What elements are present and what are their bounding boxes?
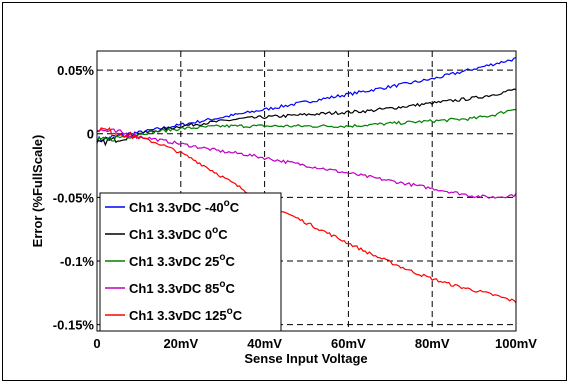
y-tick-label: 0 (87, 127, 94, 142)
series-line-125 (96, 127, 517, 304)
y-tick-label: -0.15% (53, 318, 95, 333)
x-axis-ticks: 0 20mV 40mV 60mV 80mV 100mV (93, 336, 537, 351)
legend-item: Ch1 3.3vDC 0oC (105, 225, 228, 242)
y-tick-label: -0.05% (53, 190, 95, 205)
x-tick-label: 80mV (415, 336, 450, 351)
legend-box (99, 192, 282, 332)
x-tick-label: 100mV (495, 336, 537, 351)
y-tick-label: 0.05% (57, 63, 94, 78)
x-tick-label: 0 (93, 336, 100, 351)
legend-item: Ch1 3.3vDC 85oC (105, 279, 235, 296)
plot-area-border (96, 50, 517, 332)
series-line-25 (96, 108, 516, 142)
series-line-0 (96, 88, 517, 147)
legend: Ch1 3.3vDC -40oC Ch1 3.3vDC 0oC Ch1 3.3vDC… (99, 192, 282, 332)
legend-label: Ch1 3.3vDC 85oC (129, 279, 235, 296)
legend-item: Ch1 3.3vDC 125oC (105, 306, 243, 323)
legend-label: Ch1 3.3vDC 25oC (129, 252, 235, 269)
x-tick-label: 20mV (163, 336, 198, 351)
y-axis-label: Error (%FullScale) (30, 135, 45, 248)
legend-label: Ch1 3.3vDC -40oC (129, 198, 240, 215)
legend-label: Ch1 3.3vDC 125oC (129, 306, 243, 323)
y-tick-label: -0.1% (60, 254, 94, 269)
x-axis-label: Sense Input Voltage (244, 351, 367, 366)
y-axis-ticks: 0.05% 0 -0.05% -0.1% -0.15% (53, 63, 95, 333)
legend-item: Ch1 3.3vDC 25oC (105, 252, 235, 269)
figure-frame (2, 2, 567, 381)
legend-item: Ch1 3.3vDC -40oC (105, 198, 240, 215)
x-tick-label: 60mV (331, 336, 366, 351)
series-lines (96, 57, 517, 304)
legend-label: Ch1 3.3vDC 0oC (129, 225, 228, 242)
x-tick-label: 40mV (247, 336, 282, 351)
series-line-85 (96, 128, 517, 199)
